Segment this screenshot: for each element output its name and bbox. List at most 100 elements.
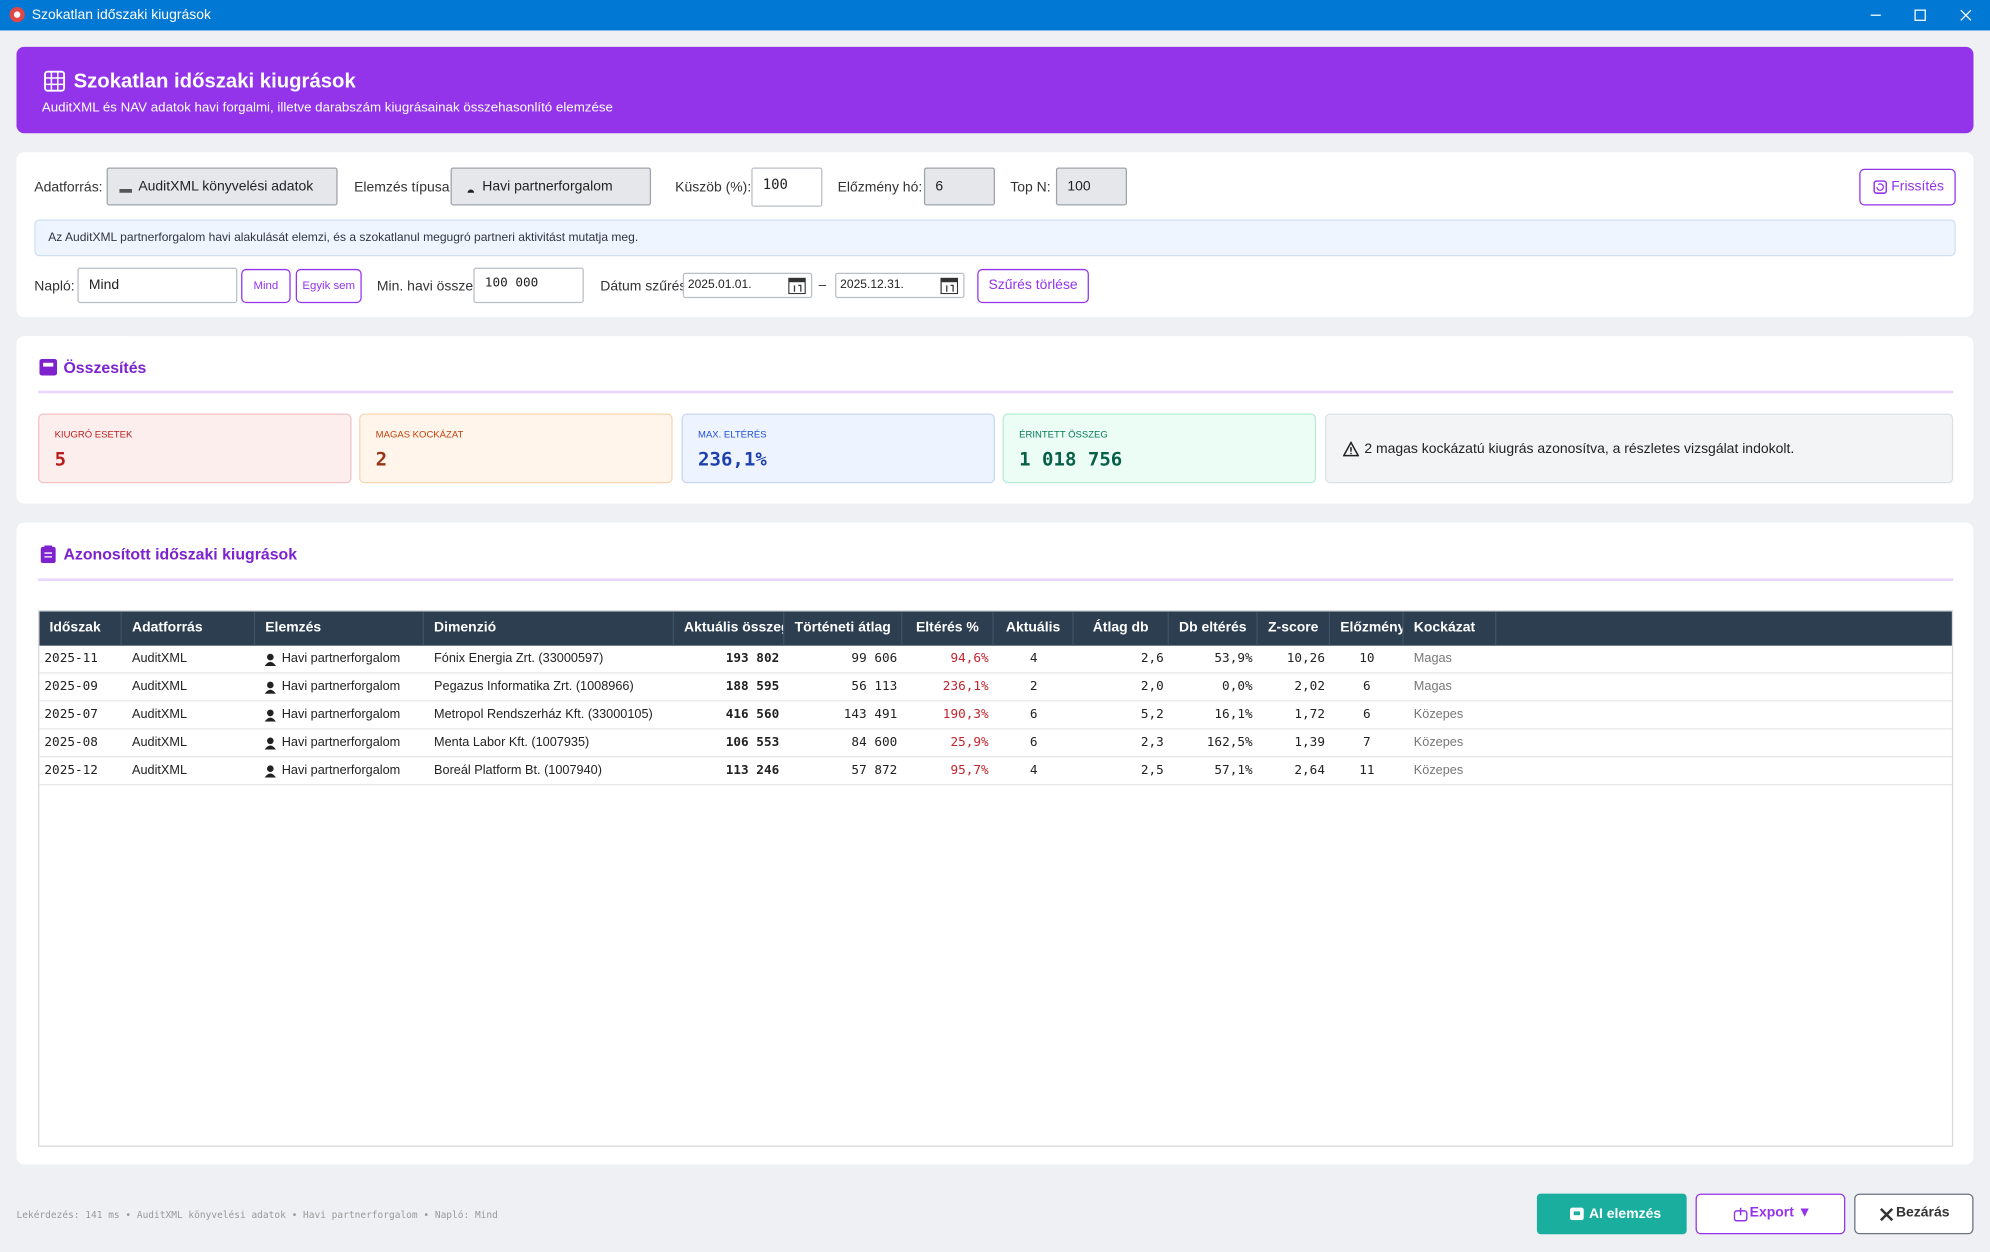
column-header[interactable]: Időszak bbox=[39, 611, 121, 645]
table-cell: 236,1% bbox=[902, 674, 993, 702]
all-button[interactable]: Mind bbox=[241, 269, 290, 303]
analysis-row-icon-graphic bbox=[264, 737, 277, 750]
table-row[interactable]: 2025-07AuditXMLHavi partnerforgalomMetro… bbox=[39, 701, 1952, 729]
close-button[interactable]: Bezárás bbox=[1854, 1194, 1973, 1235]
column-header[interactable]: Adatforrás bbox=[122, 611, 255, 645]
table-icon bbox=[41, 545, 56, 563]
column-header[interactable]: Történeti átlag bbox=[784, 611, 902, 645]
table-cell: 2 bbox=[994, 674, 1074, 702]
summary-card: MAX. ELTÉRÉS236,1% bbox=[682, 414, 995, 484]
table-cell: 7 bbox=[1330, 729, 1404, 757]
analysis-label: Elemzés típusa: bbox=[354, 178, 453, 198]
table-row[interactable]: 2025-11AuditXMLHavi partnerforgalomFónix… bbox=[39, 646, 1952, 674]
table-cell: 2,0 bbox=[1074, 674, 1169, 702]
date-separator: – bbox=[819, 275, 827, 295]
table-cell: Havi partnerforgalom bbox=[255, 674, 424, 702]
column-header[interactable]: Z-score bbox=[1258, 611, 1330, 645]
header-icon-graphic bbox=[43, 70, 66, 93]
min-sum-label: Min. havi összeg: bbox=[377, 277, 485, 297]
column-header[interactable]: Előzmény bbox=[1330, 611, 1404, 645]
date-label: Dátum szűrés: bbox=[600, 277, 690, 297]
table-row[interactable]: 2025-12AuditXMLHavi partnerforgalomBoreá… bbox=[39, 757, 1952, 785]
table-cell: 6 bbox=[994, 729, 1074, 757]
table-title: Azonosított időszaki kiugrások bbox=[63, 544, 297, 566]
table-cell: AuditXML bbox=[122, 674, 255, 702]
table-cell: Havi partnerforgalom bbox=[255, 729, 424, 757]
table-cell: 95,7% bbox=[902, 757, 993, 785]
source-select[interactable]: AuditXML könyvelési adatok bbox=[107, 167, 338, 205]
export-button[interactable]: Export ▼ bbox=[1696, 1194, 1846, 1235]
table-cell: 416 560 bbox=[674, 701, 784, 729]
table-cell: 2,64 bbox=[1258, 757, 1330, 785]
summary-divider bbox=[38, 391, 1953, 394]
title-bar bbox=[0, 0, 1990, 30]
table-cell: Közepes bbox=[1404, 729, 1497, 757]
table-cell: Havi partnerforgalom bbox=[255, 646, 424, 674]
source-select-value: AuditXML könyvelési adatok bbox=[138, 169, 313, 205]
none-button[interactable]: Egyik sem bbox=[296, 269, 362, 303]
journal-select[interactable]: Mind bbox=[77, 268, 237, 304]
table-cell: 2025-11 bbox=[39, 646, 121, 674]
analysis-select[interactable]: Havi partnerforgalom bbox=[451, 167, 652, 205]
table-cell: 5,2 bbox=[1074, 701, 1169, 729]
table-cell: 6 bbox=[994, 701, 1074, 729]
summary-card-label: ÉRINTETT ÖSSZEG bbox=[1019, 427, 1108, 442]
column-header[interactable]: Kockázat bbox=[1404, 611, 1497, 645]
date-from-calendar-graphic bbox=[788, 277, 806, 295]
topn-select-arrow bbox=[1112, 181, 1122, 191]
table-cell: 2,5 bbox=[1074, 757, 1169, 785]
ai-analysis-button[interactable]: AI elemzés bbox=[1537, 1194, 1687, 1235]
clear-filter-button[interactable]: Szűrés törlése bbox=[977, 269, 1089, 303]
info-bar: Az AuditXML partnerforgalom havi alakulá… bbox=[34, 219, 1955, 256]
history-select[interactable]: 6 bbox=[924, 167, 995, 205]
summary-title: Összesítés bbox=[63, 358, 146, 380]
table-row[interactable]: 2025-08AuditXMLHavi partnerforgalomMenta… bbox=[39, 729, 1952, 757]
table-cell: 2025-12 bbox=[39, 757, 121, 785]
min-sum-input[interactable]: 100 000 bbox=[473, 268, 583, 304]
refresh-icon-graphic bbox=[1873, 180, 1887, 194]
table-cell: 162,5% bbox=[1169, 729, 1258, 757]
analysis-row-icon bbox=[264, 709, 277, 722]
table-cell: 106 553 bbox=[674, 729, 784, 757]
date-to-calendar bbox=[940, 277, 958, 295]
header-title: Szokatlan időszaki kiugrások bbox=[74, 68, 356, 96]
column-header[interactable]: Aktuális összeg bbox=[674, 611, 784, 645]
history-label: Előzmény hó: bbox=[838, 178, 923, 198]
outliers-table: IdőszakAdatforrásElemzésDimenzióAktuális… bbox=[38, 610, 1953, 1147]
table-cell: 6 bbox=[1330, 674, 1404, 702]
table-cell: 10,26 bbox=[1258, 646, 1330, 674]
summary-icon-graphic bbox=[39, 359, 57, 375]
summary-card-label: MAX. ELTÉRÉS bbox=[698, 427, 767, 442]
app-icon-graphic bbox=[9, 6, 25, 22]
column-header[interactable]: Átlag db bbox=[1074, 611, 1169, 645]
summary-card: MAGAS KOCKÁZAT2 bbox=[359, 414, 672, 484]
close-window-button[interactable] bbox=[1951, 0, 1981, 30]
topn-label: Top N: bbox=[1010, 178, 1050, 198]
header-icon bbox=[43, 70, 66, 93]
journal-label: Napló: bbox=[34, 277, 74, 297]
table-cell: Boreál Platform Bt. (1007940) bbox=[424, 757, 674, 785]
threshold-input[interactable]: 100 bbox=[751, 167, 822, 206]
table-cell: 16,1% bbox=[1169, 701, 1258, 729]
topn-select[interactable]: 100 bbox=[1056, 167, 1127, 205]
maximize-button-graphic bbox=[1905, 0, 1935, 30]
refresh-icon bbox=[1873, 180, 1887, 194]
table-cell: 2,3 bbox=[1074, 729, 1169, 757]
date-to-input[interactable]: 2025.12.31. bbox=[835, 273, 964, 298]
table-cell: 6 bbox=[1330, 701, 1404, 729]
analysis-select-value: Havi partnerforgalom bbox=[482, 169, 612, 205]
column-header[interactable]: Eltérés % bbox=[902, 611, 993, 645]
column-header[interactable]: Dimenzió bbox=[424, 611, 674, 645]
table-cell: 84 600 bbox=[784, 729, 902, 757]
table-cell: 53,9% bbox=[1169, 646, 1258, 674]
maximize-button[interactable] bbox=[1905, 0, 1935, 30]
date-from-input[interactable]: 2025.01.01. bbox=[683, 273, 812, 298]
minimize-button[interactable] bbox=[1861, 0, 1891, 30]
table-cell: 2025-08 bbox=[39, 729, 121, 757]
column-header[interactable]: Db eltérés bbox=[1169, 611, 1258, 645]
column-header[interactable]: Elemzés bbox=[255, 611, 424, 645]
column-header[interactable]: Aktuális bbox=[994, 611, 1074, 645]
threshold-label: Küszöb (%): bbox=[675, 178, 751, 198]
table-row[interactable]: 2025-09AuditXMLHavi partnerforgalomPegaz… bbox=[39, 674, 1952, 702]
